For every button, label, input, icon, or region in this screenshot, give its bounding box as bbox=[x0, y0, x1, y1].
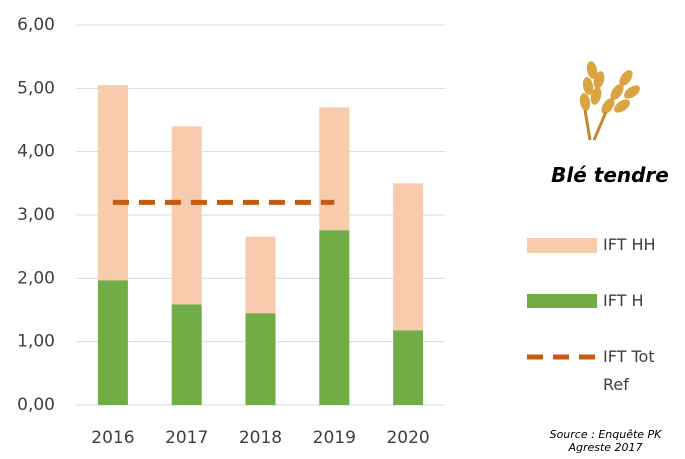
y-tick-label: 4,00 bbox=[17, 142, 55, 162]
y-tick-label: 2,00 bbox=[17, 268, 55, 288]
bar-segment bbox=[246, 313, 276, 405]
bar-segment bbox=[98, 280, 128, 405]
legend-swatch bbox=[527, 238, 597, 253]
legend-swatch bbox=[527, 294, 597, 308]
x-tick-label: 2019 bbox=[313, 428, 356, 448]
chart: 0,00 1,00 2,00 3,00 4,00 5,00 6,00 2016 2017 2018… bbox=[0, 0, 685, 459]
y-tick-label: 1,00 bbox=[17, 332, 55, 352]
x-tick-label: 2016 bbox=[91, 428, 134, 448]
wheat-icon bbox=[579, 60, 643, 140]
bar-segment bbox=[98, 85, 128, 280]
legend-label: IFT H bbox=[603, 287, 644, 315]
bar-segment bbox=[246, 237, 276, 314]
bar-segment bbox=[393, 183, 423, 330]
x-tick-label: 2018 bbox=[239, 428, 282, 448]
source-note: Source : Enquête PK Agreste 2017 bbox=[538, 428, 673, 459]
bar-segment bbox=[172, 126, 202, 304]
legend-label: IFT HH bbox=[603, 231, 656, 259]
y-tick-label: 0,00 bbox=[17, 395, 55, 415]
y-tick-label: 6,00 bbox=[17, 15, 55, 35]
legend-label: IFT Tot Ref bbox=[603, 343, 678, 399]
page: 0,00 1,00 2,00 3,00 4,00 5,00 6,00 2016 2017 2018… bbox=[0, 0, 685, 459]
bar-segment bbox=[172, 304, 202, 405]
bar-segment bbox=[319, 230, 349, 405]
x-tick-label: 2020 bbox=[386, 428, 429, 448]
x-tick-label: 2017 bbox=[165, 428, 208, 448]
chart-title: Blé tendre bbox=[540, 163, 680, 187]
y-tick-label: 3,00 bbox=[17, 205, 55, 225]
y-tick-label: 5,00 bbox=[17, 78, 55, 98]
bar-segment bbox=[393, 330, 423, 405]
bar-segment bbox=[319, 107, 349, 230]
